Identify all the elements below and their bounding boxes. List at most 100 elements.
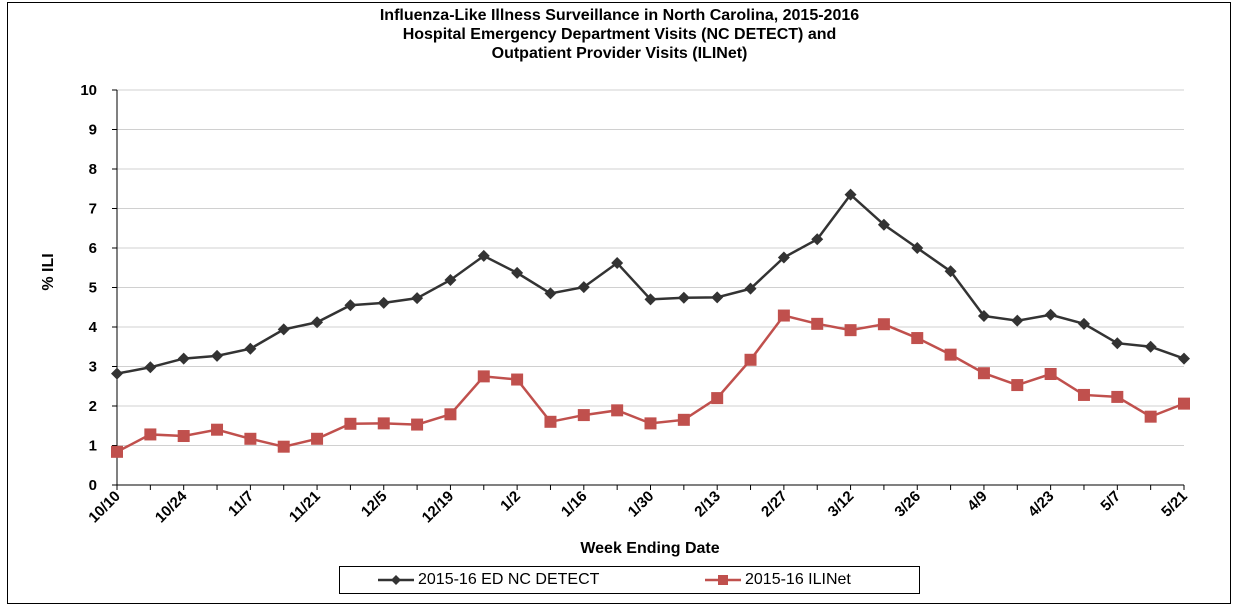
data-point-ed-nc-detect [144, 361, 157, 374]
y-tick-label: 9 [89, 122, 97, 139]
data-point-ed-nc-detect [644, 293, 657, 306]
data-point-ilinet [177, 430, 190, 443]
data-point-ed-nc-detect [1111, 337, 1124, 350]
x-tick-label: 4/9 [964, 488, 991, 515]
data-point-ed-nc-detect [811, 233, 824, 246]
chart-frame [7, 2, 1231, 604]
data-point-ilinet [844, 324, 857, 337]
data-point-ilinet [244, 432, 257, 445]
x-tick-label: 1/16 [558, 488, 591, 521]
data-point-ilinet [644, 417, 657, 430]
data-point-ed-nc-detect [844, 188, 857, 201]
series-layer [111, 188, 1190, 458]
data-point-ed-nc-detect [677, 291, 690, 304]
chart-title: Influenza-Like Illness Surveillance in N… [379, 7, 860, 24]
legend-swatch-diamond [378, 575, 414, 585]
data-point-ed-nc-detect [344, 299, 357, 312]
x-tick-label: 2/27 [758, 488, 791, 521]
data-point-ed-nc-detect [511, 266, 524, 279]
data-point-ilinet [744, 353, 757, 366]
data-point-ilinet [611, 404, 624, 417]
data-point-ed-nc-detect [244, 342, 257, 355]
gridlines [117, 89, 1184, 446]
data-point-ilinet [544, 415, 557, 428]
series-line-ilinet [116, 314, 1185, 453]
y-axis-title: % ILI [40, 253, 57, 290]
data-point-ilinet [211, 423, 224, 436]
y-tick-label: 1 [89, 438, 97, 455]
data-point-ed-nc-detect [711, 291, 724, 304]
chart-subtitle-line-2: Outpatient Provider Visits (ILINet) [491, 45, 748, 62]
y-tick-label: 3 [89, 359, 97, 376]
data-point-ed-nc-detect [544, 287, 557, 300]
data-point-ed-nc-detect [111, 367, 123, 380]
data-point-ilinet [1011, 379, 1024, 392]
data-point-ilinet [511, 373, 524, 386]
x-tick-label: 3/26 [891, 488, 924, 521]
data-point-ed-nc-detect [444, 273, 457, 286]
data-point-ed-nc-detect [1044, 308, 1057, 321]
data-point-ilinet [677, 413, 690, 426]
x-tick-label: 2/13 [691, 488, 724, 521]
legend: 2015-16 ED NC DETECT 2015-16 ILINet [339, 566, 920, 594]
chart-subtitle-line-1: Hospital Emergency Department Visits (NC… [402, 26, 837, 43]
data-point-ed-nc-detect [744, 282, 757, 295]
legend-label-ed-nc-detect: 2015-16 ED NC DETECT [418, 571, 600, 588]
data-point-ilinet [1111, 390, 1124, 403]
x-tick-label: 5/7 [1097, 488, 1124, 515]
x-tick-label: 12/5 [358, 488, 391, 521]
x-tick-labels: 10/10 10/24 11/7 11/21 12/5 12/19 1/2 1/16 1/30 2… [85, 487, 1191, 526]
data-point-ed-nc-detect [277, 323, 290, 336]
legend-label-ilinet: 2015-16 ILINet [745, 571, 851, 588]
data-point-ed-nc-detect [477, 249, 490, 262]
data-point-ed-nc-detect [411, 292, 424, 305]
data-point-ilinet [777, 309, 790, 322]
data-point-ed-nc-detect [177, 352, 190, 365]
x-tick-label: 12/19 [419, 488, 458, 527]
data-point-ilinet [1044, 368, 1057, 381]
data-point-ilinet [1077, 388, 1090, 401]
y-tick-label: 0 [89, 477, 97, 494]
data-point-ed-nc-detect [977, 309, 990, 322]
data-point-ed-nc-detect [1144, 340, 1157, 353]
chart-title-block: Influenza-Like Illness Surveillance in N… [0, 6, 1239, 63]
data-point-ed-nc-detect [311, 316, 324, 329]
data-point-ilinet [977, 367, 990, 380]
data-point-ilinet [477, 370, 490, 383]
data-point-ilinet [444, 408, 457, 421]
data-point-ilinet [1144, 410, 1157, 423]
legend-swatch-square [705, 575, 741, 585]
data-point-ilinet [377, 417, 390, 430]
y-tick-label: 7 [89, 201, 97, 218]
x-tick-label: 11/21 [286, 488, 324, 526]
data-point-ed-nc-detect [877, 218, 890, 231]
data-point-ed-nc-detect [911, 242, 924, 254]
data-point-ilinet [811, 317, 824, 330]
x-tick-label: 4/23 [1025, 488, 1058, 521]
data-point-ilinet [277, 440, 290, 453]
data-point-ilinet [411, 418, 424, 431]
data-point-ed-nc-detect [777, 251, 790, 264]
data-point-ilinet [311, 432, 324, 445]
data-point-ed-nc-detect [577, 281, 590, 294]
y-tick-label: 6 [89, 240, 97, 257]
y-tick-label: 4 [89, 319, 98, 336]
x-axis-title: Week Ending Date [580, 540, 719, 557]
data-point-ed-nc-detect [1077, 317, 1090, 330]
data-point-ilinet [944, 348, 957, 361]
y-tick-labels: 0 1 2 3 4 5 6 7 8 9 10 [80, 82, 97, 494]
x-tick-label: 11/7 [225, 488, 257, 520]
data-point-ed-nc-detect [1178, 352, 1190, 365]
x-tick-label: 1/2 [497, 488, 524, 515]
data-point-ilinet [111, 445, 123, 458]
series-line-ed-nc-detect [116, 192, 1185, 375]
data-point-ilinet [711, 392, 724, 405]
x-tick-label: 10/24 [152, 487, 191, 526]
x-tick-label: 3/12 [825, 488, 858, 521]
data-point-ed-nc-detect [1011, 314, 1024, 327]
data-point-ilinet [1178, 397, 1190, 410]
data-point-ilinet [144, 428, 157, 441]
data-point-ilinet [577, 409, 590, 422]
